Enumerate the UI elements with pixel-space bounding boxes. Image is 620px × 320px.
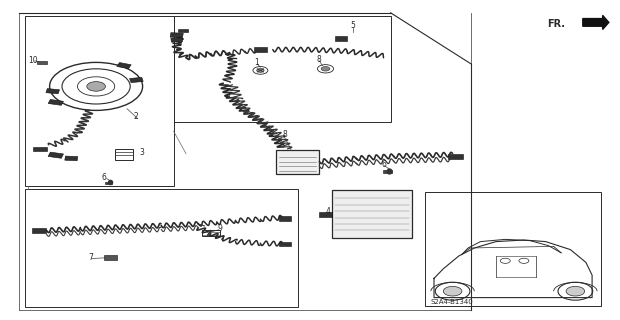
Polygon shape [33, 147, 47, 151]
Bar [332, 190, 412, 238]
Polygon shape [46, 89, 60, 94]
Text: 7: 7 [88, 253, 93, 262]
Polygon shape [170, 33, 184, 38]
Polygon shape [48, 100, 63, 105]
Polygon shape [37, 61, 47, 64]
Text: FR.: FR. [547, 19, 565, 29]
Polygon shape [279, 242, 291, 246]
Text: 3: 3 [140, 148, 144, 156]
Text: 6: 6 [381, 160, 386, 169]
Bar [25, 189, 298, 307]
Text: 8: 8 [316, 55, 321, 64]
Circle shape [87, 82, 105, 91]
Polygon shape [319, 212, 332, 217]
Polygon shape [383, 170, 392, 173]
Polygon shape [171, 38, 182, 42]
Polygon shape [254, 47, 267, 52]
Polygon shape [279, 216, 291, 221]
Polygon shape [105, 182, 112, 184]
Bar [25, 16, 174, 186]
Polygon shape [583, 15, 609, 29]
Text: 1: 1 [254, 58, 259, 67]
Polygon shape [448, 154, 463, 159]
Polygon shape [130, 77, 143, 83]
Text: 2: 2 [133, 112, 138, 121]
Bar [174, 16, 391, 122]
Circle shape [443, 286, 462, 296]
Text: 9: 9 [217, 224, 222, 233]
Bar [425, 192, 601, 306]
Bar [276, 150, 319, 174]
Text: 8: 8 [282, 130, 287, 139]
Circle shape [566, 286, 585, 296]
Polygon shape [335, 36, 347, 41]
Text: 6: 6 [101, 173, 106, 182]
Polygon shape [64, 156, 78, 161]
Bar [202, 230, 220, 236]
Circle shape [321, 67, 330, 71]
Polygon shape [104, 255, 117, 260]
Text: 4: 4 [326, 207, 330, 216]
Circle shape [257, 68, 264, 72]
Polygon shape [32, 228, 46, 233]
Polygon shape [178, 29, 188, 32]
Text: 10: 10 [29, 56, 38, 65]
Text: 5: 5 [350, 21, 355, 30]
Polygon shape [48, 152, 63, 158]
Bar [115, 149, 133, 160]
Polygon shape [117, 62, 131, 69]
Text: S2A4-B1340: S2A4-B1340 [431, 300, 474, 305]
